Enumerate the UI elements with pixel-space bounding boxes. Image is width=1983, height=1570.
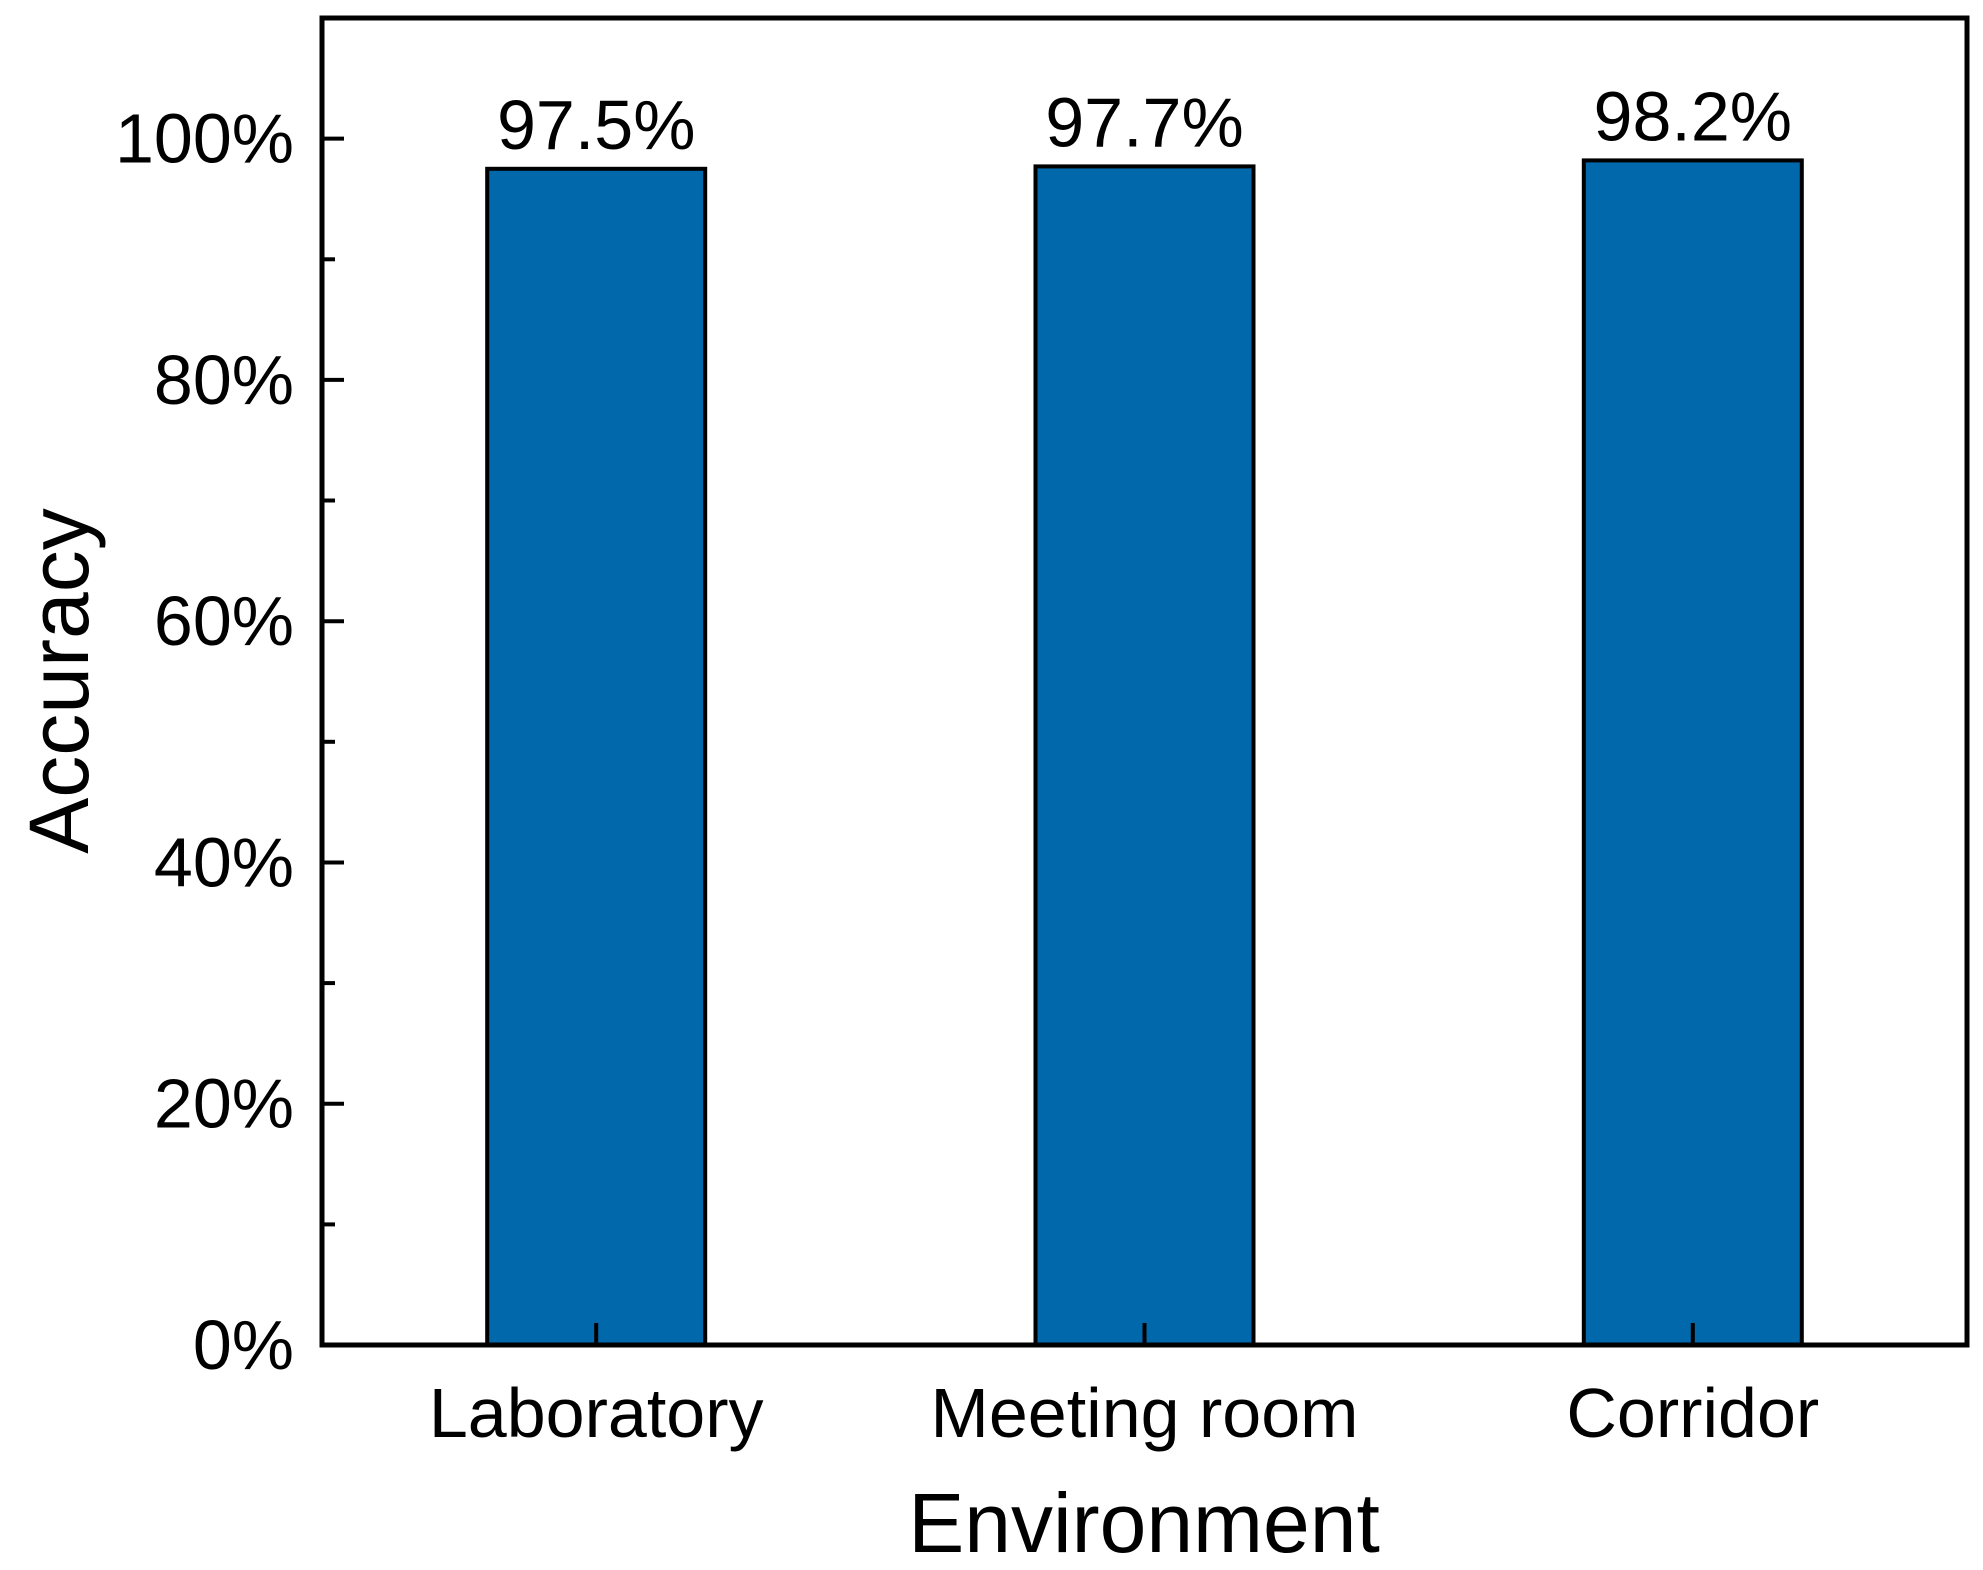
- x-axis-title: Environment: [908, 1476, 1380, 1565]
- x-tick-label: Corridor: [1566, 1374, 1819, 1452]
- bar-corridor: [1581, 158, 1804, 1347]
- y-tick-label: 80%: [154, 341, 294, 419]
- bar-laboratory: [485, 166, 708, 1347]
- y-tick-label: 60%: [154, 582, 294, 660]
- plot-frame: [319, 15, 1970, 1348]
- data-label: 97.7%: [1045, 83, 1243, 161]
- y-tick-label: 100%: [115, 100, 294, 178]
- data-label: 97.5%: [497, 86, 695, 164]
- data-label: 98.2%: [1594, 77, 1792, 155]
- y-tick-label: 40%: [154, 824, 294, 902]
- y-tick-label: 0%: [193, 1306, 294, 1384]
- y-tick-label: 20%: [154, 1065, 294, 1143]
- x-tick-label: Meeting room: [931, 1374, 1359, 1452]
- x-tick-label: Laboratory: [429, 1374, 764, 1452]
- bars-layer: [485, 158, 1804, 1347]
- y-axis-title: Accuracy: [12, 508, 106, 853]
- labels-layer: 97.5% Laboratory 97.7% Meeting room 98.2% Cor…: [115, 77, 1819, 1452]
- bar-meeting-room: [1033, 164, 1256, 1347]
